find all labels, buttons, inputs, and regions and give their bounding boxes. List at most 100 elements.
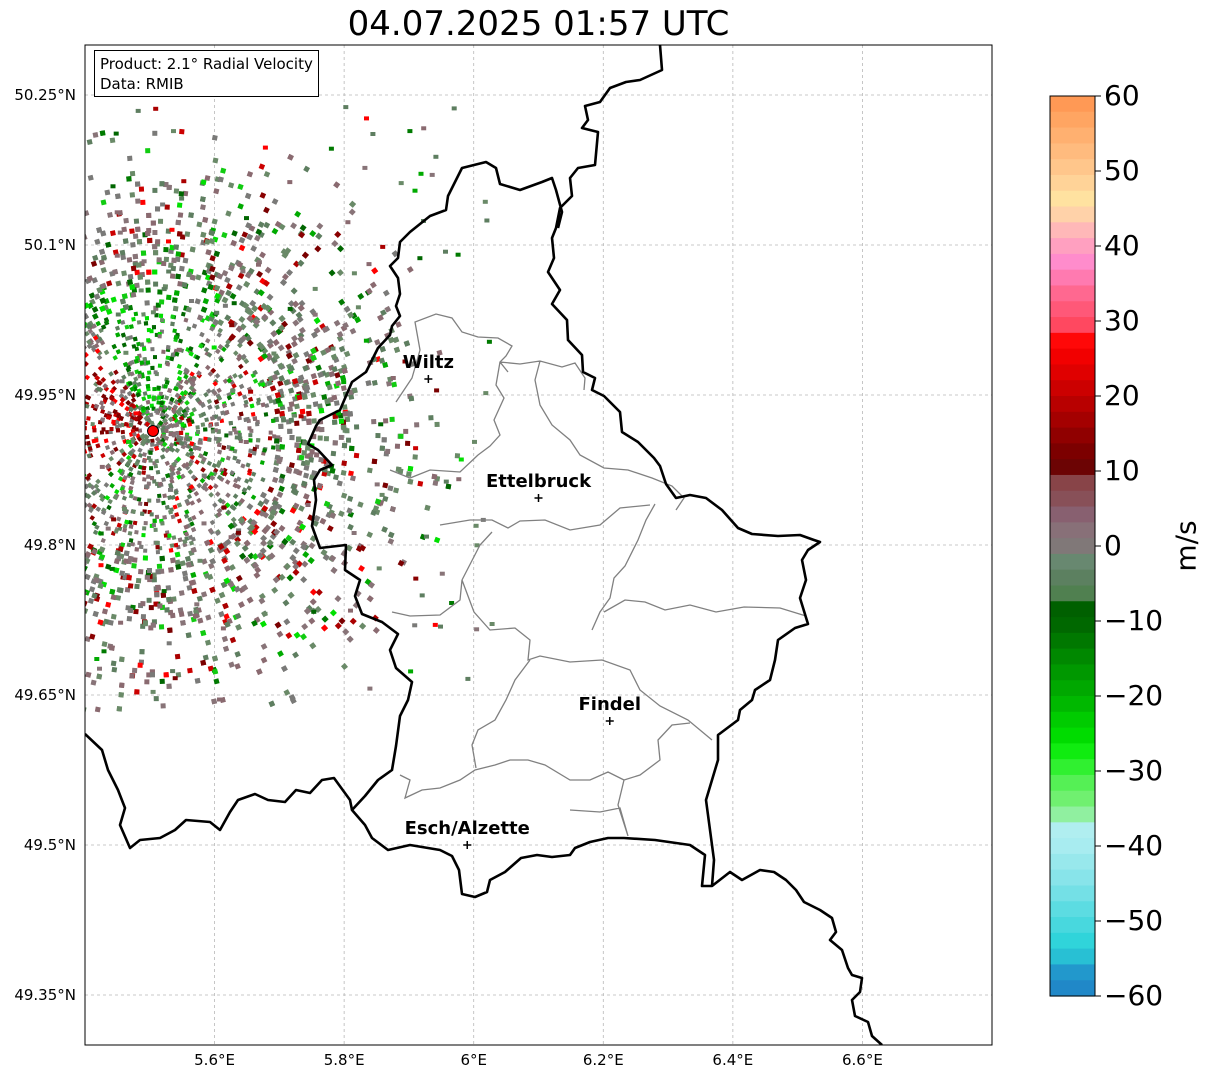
radar-echo-pixel <box>142 452 147 457</box>
radar-echo-pixel <box>443 249 448 254</box>
radar-echo-pixel <box>45 603 52 610</box>
radar-echo-pixel <box>188 579 195 586</box>
radar-echo-pixel <box>111 666 118 673</box>
radar-echo-pixel <box>405 440 411 446</box>
radar-echo-pixel <box>45 603 52 610</box>
radar-echo-pixel <box>145 279 151 285</box>
radar-echo-pixel <box>150 622 156 628</box>
radar-echo-pixel <box>248 477 254 483</box>
radar-echo-pixel <box>118 393 125 399</box>
radar-echo-pixel <box>35 193 42 200</box>
radar-echo-pixel <box>306 418 312 424</box>
radar-echo-pixel <box>314 605 322 613</box>
radar-echo-pixel <box>232 455 238 461</box>
radar-echo-pixel <box>26 294 33 301</box>
radar-echo-pixel <box>216 511 222 518</box>
radar-echo-pixel <box>35 193 42 200</box>
radar-echo-pixel <box>3 247 10 254</box>
radar-echo-pixel <box>128 493 134 499</box>
radar-echo-pixel <box>154 540 160 545</box>
radar-echo-pixel <box>31 153 38 160</box>
radar-echo-pixel <box>391 250 399 258</box>
radar-echo-pixel <box>77 538 84 545</box>
radar-echo-pixel <box>201 473 207 478</box>
radar-echo-pixel <box>225 283 233 290</box>
colorbar-swatch <box>1050 238 1095 255</box>
radar-echo-pixel <box>56 441 61 446</box>
radar-echo-pixel <box>109 400 116 406</box>
radar-echo-pixel <box>328 269 336 277</box>
colorbar-swatch <box>1050 948 1095 966</box>
radar-echo-pixel <box>288 401 295 408</box>
radar-echo-pixel <box>224 276 231 284</box>
radar-echo-pixel <box>191 406 197 413</box>
radar-echo-pixel <box>292 300 300 308</box>
radar-echo-pixel <box>85 363 86 370</box>
radar-echo-pixel <box>77 429 81 433</box>
radar-echo-pixel <box>86 440 91 446</box>
radar-echo-pixel <box>140 601 146 607</box>
radar-echo-pixel <box>180 311 186 317</box>
radar-echo-pixel <box>156 385 161 390</box>
radar-echo-pixel <box>256 438 261 443</box>
radar-echo-pixel <box>371 419 377 425</box>
radar-echo-pixel <box>199 204 206 211</box>
radar-echo-pixel <box>229 504 236 510</box>
radar-echo-pixel <box>53 558 60 565</box>
radar-echo-pixel <box>253 508 261 516</box>
radar-echo-pixel <box>64 570 71 577</box>
radar-echo-pixel <box>178 611 185 618</box>
radar-echo-pixel <box>223 577 231 585</box>
radar-echo-pixel <box>88 292 96 299</box>
radar-echo-pixel <box>125 367 131 373</box>
radar-echo-pixel <box>122 361 129 368</box>
radar-echo-pixel <box>47 356 54 363</box>
radar-echo-pixel <box>0 483 2 489</box>
radar-echo-pixel <box>77 331 83 337</box>
colorbar-swatch <box>1050 601 1095 618</box>
radar-echo-pixel <box>221 231 228 239</box>
radar-echo-pixel <box>0 345 4 352</box>
radar-echo-pixel <box>67 182 73 188</box>
radar-echo-pixel <box>7 507 14 514</box>
radar-echo-pixel <box>75 404 80 409</box>
radar-echo-pixel <box>161 477 166 483</box>
radar-echo-pixel <box>124 336 130 341</box>
radar-echo-pixel <box>59 278 66 285</box>
radar-echo-pixel <box>262 145 268 150</box>
radar-echo-pixel <box>341 380 347 385</box>
radar-echo-pixel <box>131 316 136 322</box>
radar-echo-pixel <box>414 422 420 428</box>
radar-echo-pixel <box>68 574 75 581</box>
radar-echo-pixel <box>91 490 97 496</box>
radar-echo-pixel <box>63 376 68 381</box>
radar-echo-pixel <box>365 287 373 295</box>
radar-echo-pixel <box>86 502 93 509</box>
radar-echo-pixel <box>348 394 355 400</box>
radar-echo-pixel <box>108 371 114 377</box>
radar-echo-pixel <box>55 449 60 454</box>
lat-tick-label: 49.35°N <box>14 986 76 1004</box>
radar-echo-pixel <box>114 253 120 258</box>
radar-echo-pixel <box>39 317 46 324</box>
radar-echo-pixel <box>387 485 394 492</box>
radar-echo-pixel <box>0 525 6 532</box>
radar-echo-pixel <box>75 505 81 511</box>
radar-echo-pixel <box>157 395 162 400</box>
radar-echo-pixel <box>272 338 280 346</box>
radar-echo-pixel <box>73 269 80 276</box>
radar-echo-pixel <box>86 343 93 350</box>
radar-echo-pixel <box>107 498 113 505</box>
radar-echo-pixel <box>85 361 89 367</box>
radar-echo-pixel <box>149 420 155 426</box>
radar-echo-pixel <box>294 420 300 426</box>
radar-echo-pixel <box>73 599 80 606</box>
colorbar-swatch <box>1050 822 1095 839</box>
radar-echo-pixel <box>186 326 192 332</box>
radar-echo-pixel <box>162 515 167 520</box>
radar-echo-pixel <box>6 306 13 313</box>
radar-echo-pixel <box>217 319 224 326</box>
radar-echo-pixel <box>65 413 70 418</box>
radar-echo-pixel <box>109 645 115 651</box>
radar-echo-pixel <box>213 399 220 405</box>
